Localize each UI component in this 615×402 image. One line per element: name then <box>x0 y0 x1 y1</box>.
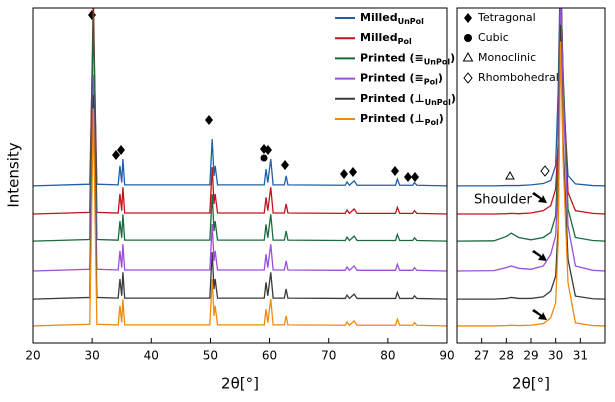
legend-text: ) <box>451 92 456 105</box>
x-tick-label: 31 <box>573 349 588 363</box>
x-tick-label: 28 <box>499 349 514 363</box>
legend-text: Printed (≡ <box>360 72 424 85</box>
x-tick-label: 30 <box>548 349 563 363</box>
legend-text: ) <box>450 51 455 64</box>
legend-label: Printed (⊥UnPol) <box>360 92 456 107</box>
series-line <box>33 95 447 300</box>
legend-label: Monoclinic <box>478 51 536 64</box>
legend-text: UnPol <box>424 57 451 66</box>
x-tick-label: 40 <box>144 349 159 363</box>
x-tick-label: 80 <box>380 349 395 363</box>
annotation: Shoulder <box>474 193 533 208</box>
series-line <box>457 41 605 327</box>
series-line <box>457 8 605 272</box>
x-tick-label: 90 <box>439 349 454 363</box>
series-line <box>457 8 605 242</box>
legend-text: Pol <box>424 77 438 86</box>
series-line <box>457 8 605 187</box>
x-tick-label: 50 <box>203 349 218 363</box>
legend-label: Printed (≡Pol) <box>360 72 443 87</box>
legend-text: Printed (⊥ <box>360 112 425 125</box>
peak-symbols <box>88 10 550 182</box>
x-tick-label: 29 <box>523 349 538 363</box>
legend-text: Printed (⊥ <box>360 92 425 105</box>
legend-label: Printed (≡UnPol) <box>360 51 455 66</box>
plot-frame <box>32 7 448 344</box>
series-line <box>33 108 447 327</box>
x-axis-label: 2θ[°] <box>512 375 550 393</box>
legend-text: ) <box>438 72 443 85</box>
series-line <box>33 11 447 242</box>
legend-text: ) <box>439 112 444 125</box>
series-line <box>33 8 447 215</box>
arrows <box>532 192 547 320</box>
series-line <box>457 24 605 300</box>
legend-text: Milled <box>360 11 398 24</box>
plot-area <box>457 8 605 327</box>
legend-text: Milled <box>360 31 398 44</box>
x-tick-label: 70 <box>321 349 336 363</box>
legend-label: Tetragonal <box>477 11 536 24</box>
plot-area <box>33 8 447 327</box>
y-axis-label: Intensity <box>5 142 23 207</box>
legend-label: MilledPol <box>360 31 412 46</box>
legend-text: UnPol <box>425 97 452 106</box>
x-tick-label: 60 <box>262 349 277 363</box>
legend-label: Cubic <box>478 31 509 44</box>
series-line <box>33 18 447 187</box>
x-tick-label: 27 <box>474 349 489 363</box>
series-line <box>457 8 605 215</box>
legend-label: MilledUnPol <box>360 11 424 26</box>
legend-label: Printed (⊥Pol) <box>360 112 444 127</box>
x-tick-label: 30 <box>85 349 100 363</box>
legend-label: Rhombohedral <box>478 71 559 84</box>
legend-text: UnPol <box>398 17 425 26</box>
legend-text: Printed (≡ <box>360 51 424 64</box>
x-tick-label: 20 <box>25 349 40 363</box>
x-axis-label: 2θ[°] <box>221 375 259 393</box>
legend-text: Pol <box>425 118 439 127</box>
legend-text: Pol <box>398 37 412 46</box>
series-line <box>33 74 447 272</box>
